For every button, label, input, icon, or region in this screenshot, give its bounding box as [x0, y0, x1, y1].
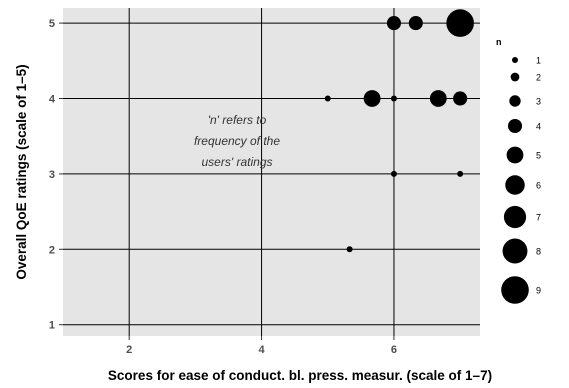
data-point	[324, 95, 331, 102]
legend-key	[501, 276, 529, 304]
legend-key	[503, 205, 527, 229]
legend-label: 9	[536, 286, 541, 296]
legend-title: n	[496, 37, 502, 47]
data-point	[390, 95, 397, 102]
x-tick-label: 2	[126, 344, 132, 356]
data-point	[457, 170, 464, 177]
y-tick-label: 3	[49, 169, 55, 181]
legend-label: 8	[536, 247, 541, 257]
legend-label: 3	[536, 97, 541, 107]
x-tick-label: 6	[391, 344, 397, 356]
legend-key	[512, 57, 518, 63]
data-point	[386, 16, 402, 31]
legend-label: 5	[536, 151, 541, 161]
plot-panel	[63, 8, 480, 336]
legend-key	[507, 118, 523, 134]
legend-key	[502, 238, 528, 264]
legend-key	[510, 72, 520, 82]
legend-label: 7	[536, 213, 541, 223]
data-point	[363, 90, 381, 107]
data-point	[429, 90, 447, 107]
y-tick-label: 5	[49, 18, 55, 30]
data-points	[324, 9, 474, 253]
legend-label: 1	[536, 56, 541, 66]
legend-key	[505, 175, 525, 195]
y-axis-title: Overall QoE ratings (scale of 1–5)	[14, 64, 29, 279]
size-legend: n 1 2 3 4 5 6 7 8 9	[496, 37, 541, 304]
legend-key	[506, 146, 524, 164]
annotation-line: 'n' refers to	[208, 113, 267, 127]
y-tick-label: 2	[49, 244, 55, 256]
gridlines	[63, 8, 480, 336]
data-point	[346, 246, 353, 253]
annotation: 'n' refers to frequency of the users' rati…	[194, 113, 280, 169]
legend-label: 6	[536, 181, 541, 191]
legend-label: 4	[536, 122, 541, 132]
data-point	[390, 170, 397, 177]
y-axis-ticks: 1 2 3 4 5	[49, 18, 63, 332]
annotation-line: frequency of the	[194, 134, 280, 148]
x-axis-ticks: 2 4 6	[126, 336, 397, 356]
x-axis-title: Scores for ease of conduct. bl. press. m…	[108, 368, 492, 383]
y-tick-label: 4	[49, 93, 56, 105]
data-point	[446, 9, 474, 37]
x-tick-label: 4	[259, 344, 266, 356]
y-tick-label: 1	[49, 320, 55, 332]
legend-label: 2	[536, 73, 541, 83]
legend-key	[509, 95, 521, 107]
data-point	[453, 91, 468, 106]
data-point	[408, 16, 423, 31]
annotation-line: users' ratings	[202, 155, 273, 169]
